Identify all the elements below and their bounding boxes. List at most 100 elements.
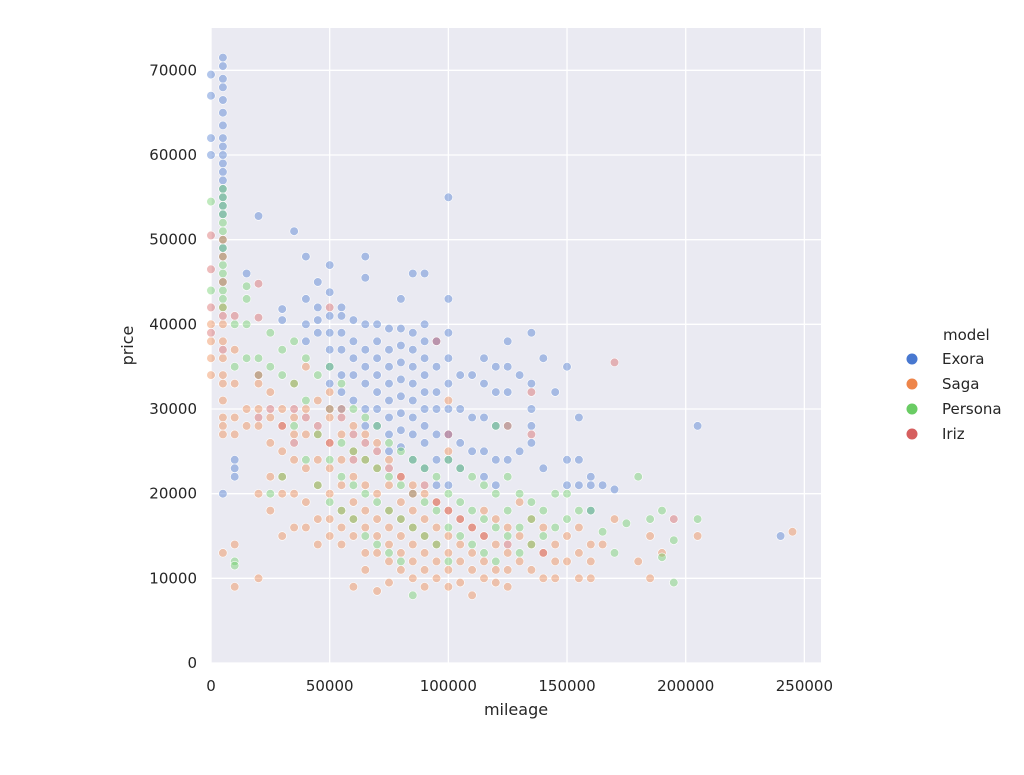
point-saga [503, 548, 513, 558]
point-persona [538, 506, 548, 516]
point-saga [574, 548, 584, 558]
point-saga [384, 522, 394, 533]
point-saga [360, 522, 370, 533]
point-iriz [206, 302, 216, 313]
point-saga [336, 455, 347, 465]
point-persona [609, 548, 620, 558]
point-saga [277, 446, 287, 456]
point-saga [467, 548, 477, 558]
point-exora [574, 455, 584, 465]
point-exora [218, 74, 228, 84]
point-saga [301, 522, 311, 533]
point-saga [265, 472, 275, 482]
point-saga [396, 531, 406, 541]
point-persona [348, 514, 359, 524]
point-persona [218, 226, 228, 236]
point-persona [455, 463, 465, 473]
point-persona [277, 370, 287, 380]
point-exora [420, 370, 430, 380]
point-saga [348, 531, 359, 541]
point-exora [372, 336, 382, 346]
point-exora [692, 421, 703, 431]
point-exora [206, 91, 216, 101]
point-exora [396, 324, 406, 334]
point-persona [218, 184, 228, 194]
point-persona [467, 539, 477, 550]
point-persona [218, 209, 228, 219]
point-persona [218, 201, 228, 211]
point-saga [206, 319, 216, 329]
point-persona [313, 480, 323, 490]
point-saga [230, 429, 240, 440]
point-exora [384, 362, 394, 372]
point-iriz [360, 438, 370, 448]
point-saga [455, 539, 465, 550]
point-saga [787, 527, 798, 537]
point-iriz [443, 429, 454, 440]
point-saga [289, 489, 299, 499]
point-persona [325, 455, 335, 465]
point-persona [645, 514, 655, 524]
point-saga [218, 336, 228, 346]
point-exora [586, 480, 596, 490]
point-saga [218, 319, 228, 329]
point-saga [408, 539, 418, 550]
point-exora [431, 480, 442, 490]
point-persona [384, 506, 394, 516]
point-persona [336, 438, 347, 448]
point-persona [253, 353, 264, 363]
point-persona [301, 455, 311, 465]
point-saga [597, 539, 608, 550]
point-persona [692, 514, 703, 524]
point-persona [443, 522, 454, 533]
point-persona [467, 506, 477, 516]
point-exora [431, 404, 442, 414]
point-exora [562, 362, 572, 372]
point-exora [206, 133, 216, 143]
point-saga [289, 522, 299, 533]
point-exora [443, 379, 454, 389]
point-persona [336, 472, 347, 482]
point-exora [597, 480, 608, 490]
point-exora [396, 391, 406, 401]
point-iriz [253, 370, 264, 380]
legend-marker-saga [906, 378, 918, 390]
point-exora [526, 438, 537, 448]
y-tick-label: 50000 [149, 231, 197, 249]
y-tick-label: 20000 [149, 485, 197, 503]
y-tick-label: 70000 [149, 61, 197, 79]
point-exora [408, 345, 418, 355]
point-persona [443, 556, 454, 567]
point-iriz [301, 412, 311, 423]
point-persona [396, 480, 406, 490]
point-exora [348, 336, 359, 346]
point-saga [384, 577, 394, 588]
point-exora [360, 273, 370, 283]
point-saga [420, 489, 430, 499]
point-persona [514, 548, 525, 558]
point-saga [396, 497, 406, 507]
point-iriz [253, 279, 264, 289]
point-exora [396, 340, 406, 351]
point-saga [408, 573, 418, 583]
point-persona [206, 197, 216, 207]
point-saga [325, 531, 335, 541]
point-saga [265, 387, 275, 397]
point-saga [348, 472, 359, 482]
x-tick-label: 50000 [306, 677, 354, 695]
point-exora [384, 379, 394, 389]
point-exora [348, 315, 359, 325]
series-iriz [206, 230, 679, 558]
point-exora [313, 328, 323, 338]
point-persona [503, 531, 513, 541]
y-tick-label: 40000 [149, 315, 197, 333]
point-exora [313, 277, 323, 287]
point-persona [455, 531, 465, 541]
point-saga [360, 429, 370, 440]
x-tick-label: 250000 [776, 677, 833, 695]
point-exora [218, 141, 228, 152]
point-saga [218, 370, 228, 380]
point-iriz [230, 311, 240, 321]
point-exora [336, 302, 347, 313]
point-exora [313, 302, 323, 313]
